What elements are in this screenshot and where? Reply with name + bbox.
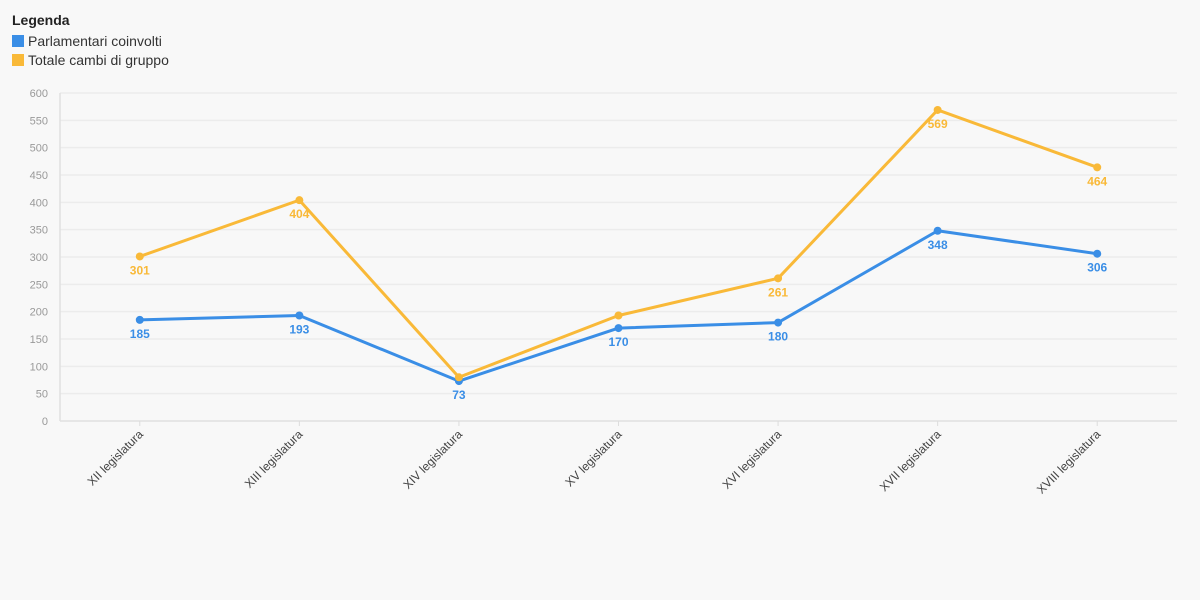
data-point [933,105,942,114]
data-point [295,311,304,320]
legend-label: Parlamentari coinvolti [28,32,162,49]
x-tick-label: XVII legislatura [877,427,944,494]
data-label: 170 [608,335,628,349]
y-tick-label: 500 [30,143,48,155]
data-label: 193 [289,322,309,336]
data-point [135,252,144,261]
series-line [139,229,1098,383]
legend: Legenda Parlamentari coinvolti Totale ca… [12,12,169,69]
data-point [614,311,623,320]
y-tick-label: 200 [30,307,48,319]
legend-title: Legenda [12,12,70,28]
data-point [295,196,304,205]
x-tick-label: XVIII legislatura [1034,427,1104,497]
x-tick-label: XVI legislatura [720,427,785,492]
y-tick-label: 0 [42,416,48,428]
data-label: 180 [768,330,788,344]
data-label: 569 [928,117,948,131]
y-tick-label: 400 [30,197,48,209]
y-tick-label: 250 [30,279,48,291]
y-tick-label: 50 [36,389,48,401]
data-point [454,373,463,382]
y-tick-label: 100 [30,361,48,373]
y-tick-label: 550 [30,115,48,127]
data-label: 301 [130,263,150,277]
data-point [774,318,783,327]
x-tick-label: XII legislatura [85,427,147,489]
y-tick-label: 450 [30,170,48,182]
data-point [933,226,942,235]
legend-label: Totale cambi di gruppo [28,51,169,68]
data-point [135,315,144,324]
legend-item-totale: Totale cambi di gruppo [12,50,169,69]
legend-item-parlamentari: Parlamentari coinvolti [12,31,169,50]
data-label: 73 [452,388,466,402]
data-label: 306 [1087,261,1107,275]
data-label: 348 [928,238,948,252]
legend-swatch-orange [12,53,24,66]
data-label: 261 [768,285,788,299]
data-label: 464 [1087,174,1107,188]
data-label: 404 [289,207,309,221]
y-tick-label: 600 [30,88,48,100]
y-tick-label: 150 [30,334,48,346]
data-label: 185 [130,327,150,341]
x-tick-label: XIV legislatura [400,427,465,492]
data-point [1093,249,1102,258]
y-tick-label: 300 [30,252,48,264]
x-tick-label: XV legislatura [562,427,624,489]
data-point [614,324,623,333]
data-point [1093,163,1102,172]
legend-swatch-blue [12,34,24,47]
data-point [774,274,783,283]
x-tick-label: XIII legislatura [242,427,306,491]
y-tick-label: 350 [30,225,48,237]
